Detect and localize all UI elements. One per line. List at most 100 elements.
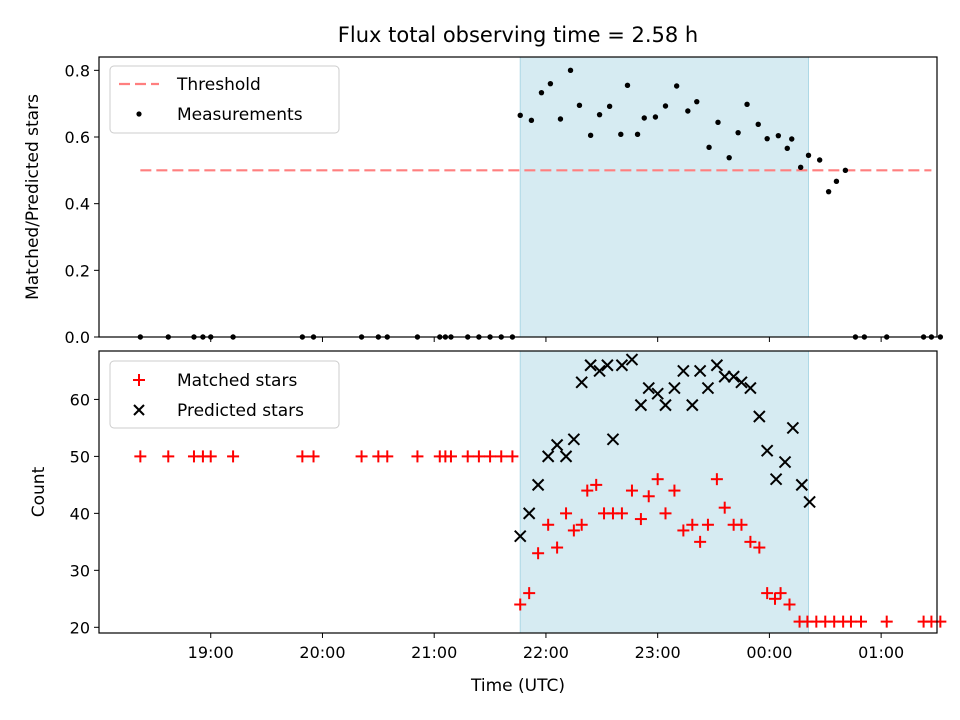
matched-star-point [701, 518, 714, 531]
measurement-point [624, 82, 631, 89]
matched-star-point [575, 518, 588, 531]
x-tick-label: 23:00 [635, 643, 681, 662]
measurement-point [557, 116, 564, 122]
matched-star-point [134, 450, 147, 463]
top-y-axis-label: Matched/Predicted stars [23, 94, 43, 300]
matched-star-point [495, 450, 508, 463]
measurement-point [755, 121, 761, 128]
predicted-star-point [575, 376, 588, 389]
measurement-point [937, 334, 944, 340]
measurement-point [567, 67, 574, 74]
predicted-star-point [693, 364, 707, 378]
matched-star-point [642, 490, 655, 503]
predicted-star-point [701, 381, 715, 395]
measurement-point [715, 119, 721, 126]
x-axis-label: Time (UTC) [470, 676, 565, 696]
measurement-point [764, 135, 770, 142]
top-x-ticks [210, 337, 882, 342]
legend-matched-label: Matched stars [177, 371, 297, 391]
observing-window-shade [519, 56, 810, 338]
measurement-point [596, 111, 603, 118]
matched-star-point [506, 450, 519, 463]
measurement-point [797, 164, 804, 171]
matched-star-point [542, 518, 555, 531]
matched-star-point [581, 484, 594, 497]
measurement-point [685, 108, 691, 114]
matched-star-point [227, 450, 240, 463]
predicted-star-point [786, 421, 800, 435]
matched-star-point [768, 592, 781, 605]
measurement-point [789, 136, 795, 142]
chart-title: Flux total observing time = 2.58 h [338, 23, 698, 47]
bottom-legend-box [109, 360, 340, 429]
matched-star-point [162, 450, 175, 463]
matched-star-point [744, 535, 757, 548]
legend-measurements-label: Measurements [177, 105, 303, 125]
predicted-star-point [550, 438, 564, 452]
x-tick-label: 22:00 [523, 643, 569, 662]
top-y-ticks: 0.0 0.2 0.4 0.6 0.8 [65, 61, 99, 347]
measurement-point [744, 101, 750, 108]
predicted-star-point [710, 359, 724, 372]
predicted-star-point [686, 398, 699, 412]
bottom-axes-frame [98, 350, 938, 634]
predicted-stars-points [514, 353, 816, 543]
predicted-star-point [634, 398, 648, 412]
predicted-star-point [601, 359, 614, 372]
matched-star-point [634, 513, 647, 526]
matched-star-point [668, 484, 681, 497]
matched-star-point [523, 587, 536, 600]
measurement-point [528, 117, 535, 124]
bottom-legend: Matched stars Predicted stars [109, 360, 340, 429]
matched-star-point [659, 507, 672, 520]
matched-star-point [296, 450, 309, 463]
top-axes-frame [98, 56, 938, 338]
matched-star-point [844, 615, 857, 628]
measurement-point [576, 102, 583, 109]
y-tick-label: 0.2 [65, 261, 90, 280]
matched-star-point [783, 598, 796, 611]
matched-star-point [381, 450, 394, 463]
top-legend-box [109, 65, 340, 134]
matched-star-point [934, 615, 947, 628]
predicted-star-point [668, 381, 681, 395]
matched-star-point [461, 450, 474, 463]
y-tick-label: 30 [70, 561, 90, 580]
matched-star-point [753, 541, 766, 554]
matched-star-point [880, 615, 893, 628]
matched-star-point [411, 450, 424, 463]
predicted-star-point [753, 410, 766, 423]
legend-matched-swatch [133, 374, 145, 386]
predicted-star-point [718, 370, 731, 383]
matched-star-point [774, 587, 787, 600]
x-tick-label: 21:00 [411, 643, 457, 662]
measurement-point [538, 89, 545, 96]
predicted-star-point [642, 381, 655, 395]
predicted-star-point [659, 398, 672, 412]
matched-star-point [694, 535, 707, 548]
predicted-star-point [803, 495, 816, 509]
y-tick-label: 40 [70, 504, 90, 523]
measurement-point [634, 131, 641, 138]
measurement-point [726, 154, 732, 161]
top-legend: Threshold Measurements [109, 65, 340, 134]
measurement-point [652, 114, 659, 120]
matched-star-point [307, 450, 320, 463]
measurement-point [517, 112, 523, 119]
bottom-y-axis-label: Count [29, 466, 49, 517]
measurement-point [816, 157, 823, 163]
y-tick-label: 0.8 [65, 61, 90, 80]
matched-star-point [560, 507, 573, 520]
matched-star-point [204, 450, 217, 463]
predicted-star-point [744, 381, 757, 395]
matched-star-point [718, 501, 731, 514]
x-tick-label: 01:00 [858, 643, 904, 662]
y-tick-label: 0.6 [65, 128, 90, 147]
matched-star-point [735, 518, 748, 531]
predicted-star-point [615, 359, 629, 372]
measurement-point [842, 167, 849, 174]
matched-star-point [355, 450, 368, 463]
predicted-star-point [651, 387, 664, 400]
measurement-point [606, 103, 613, 110]
